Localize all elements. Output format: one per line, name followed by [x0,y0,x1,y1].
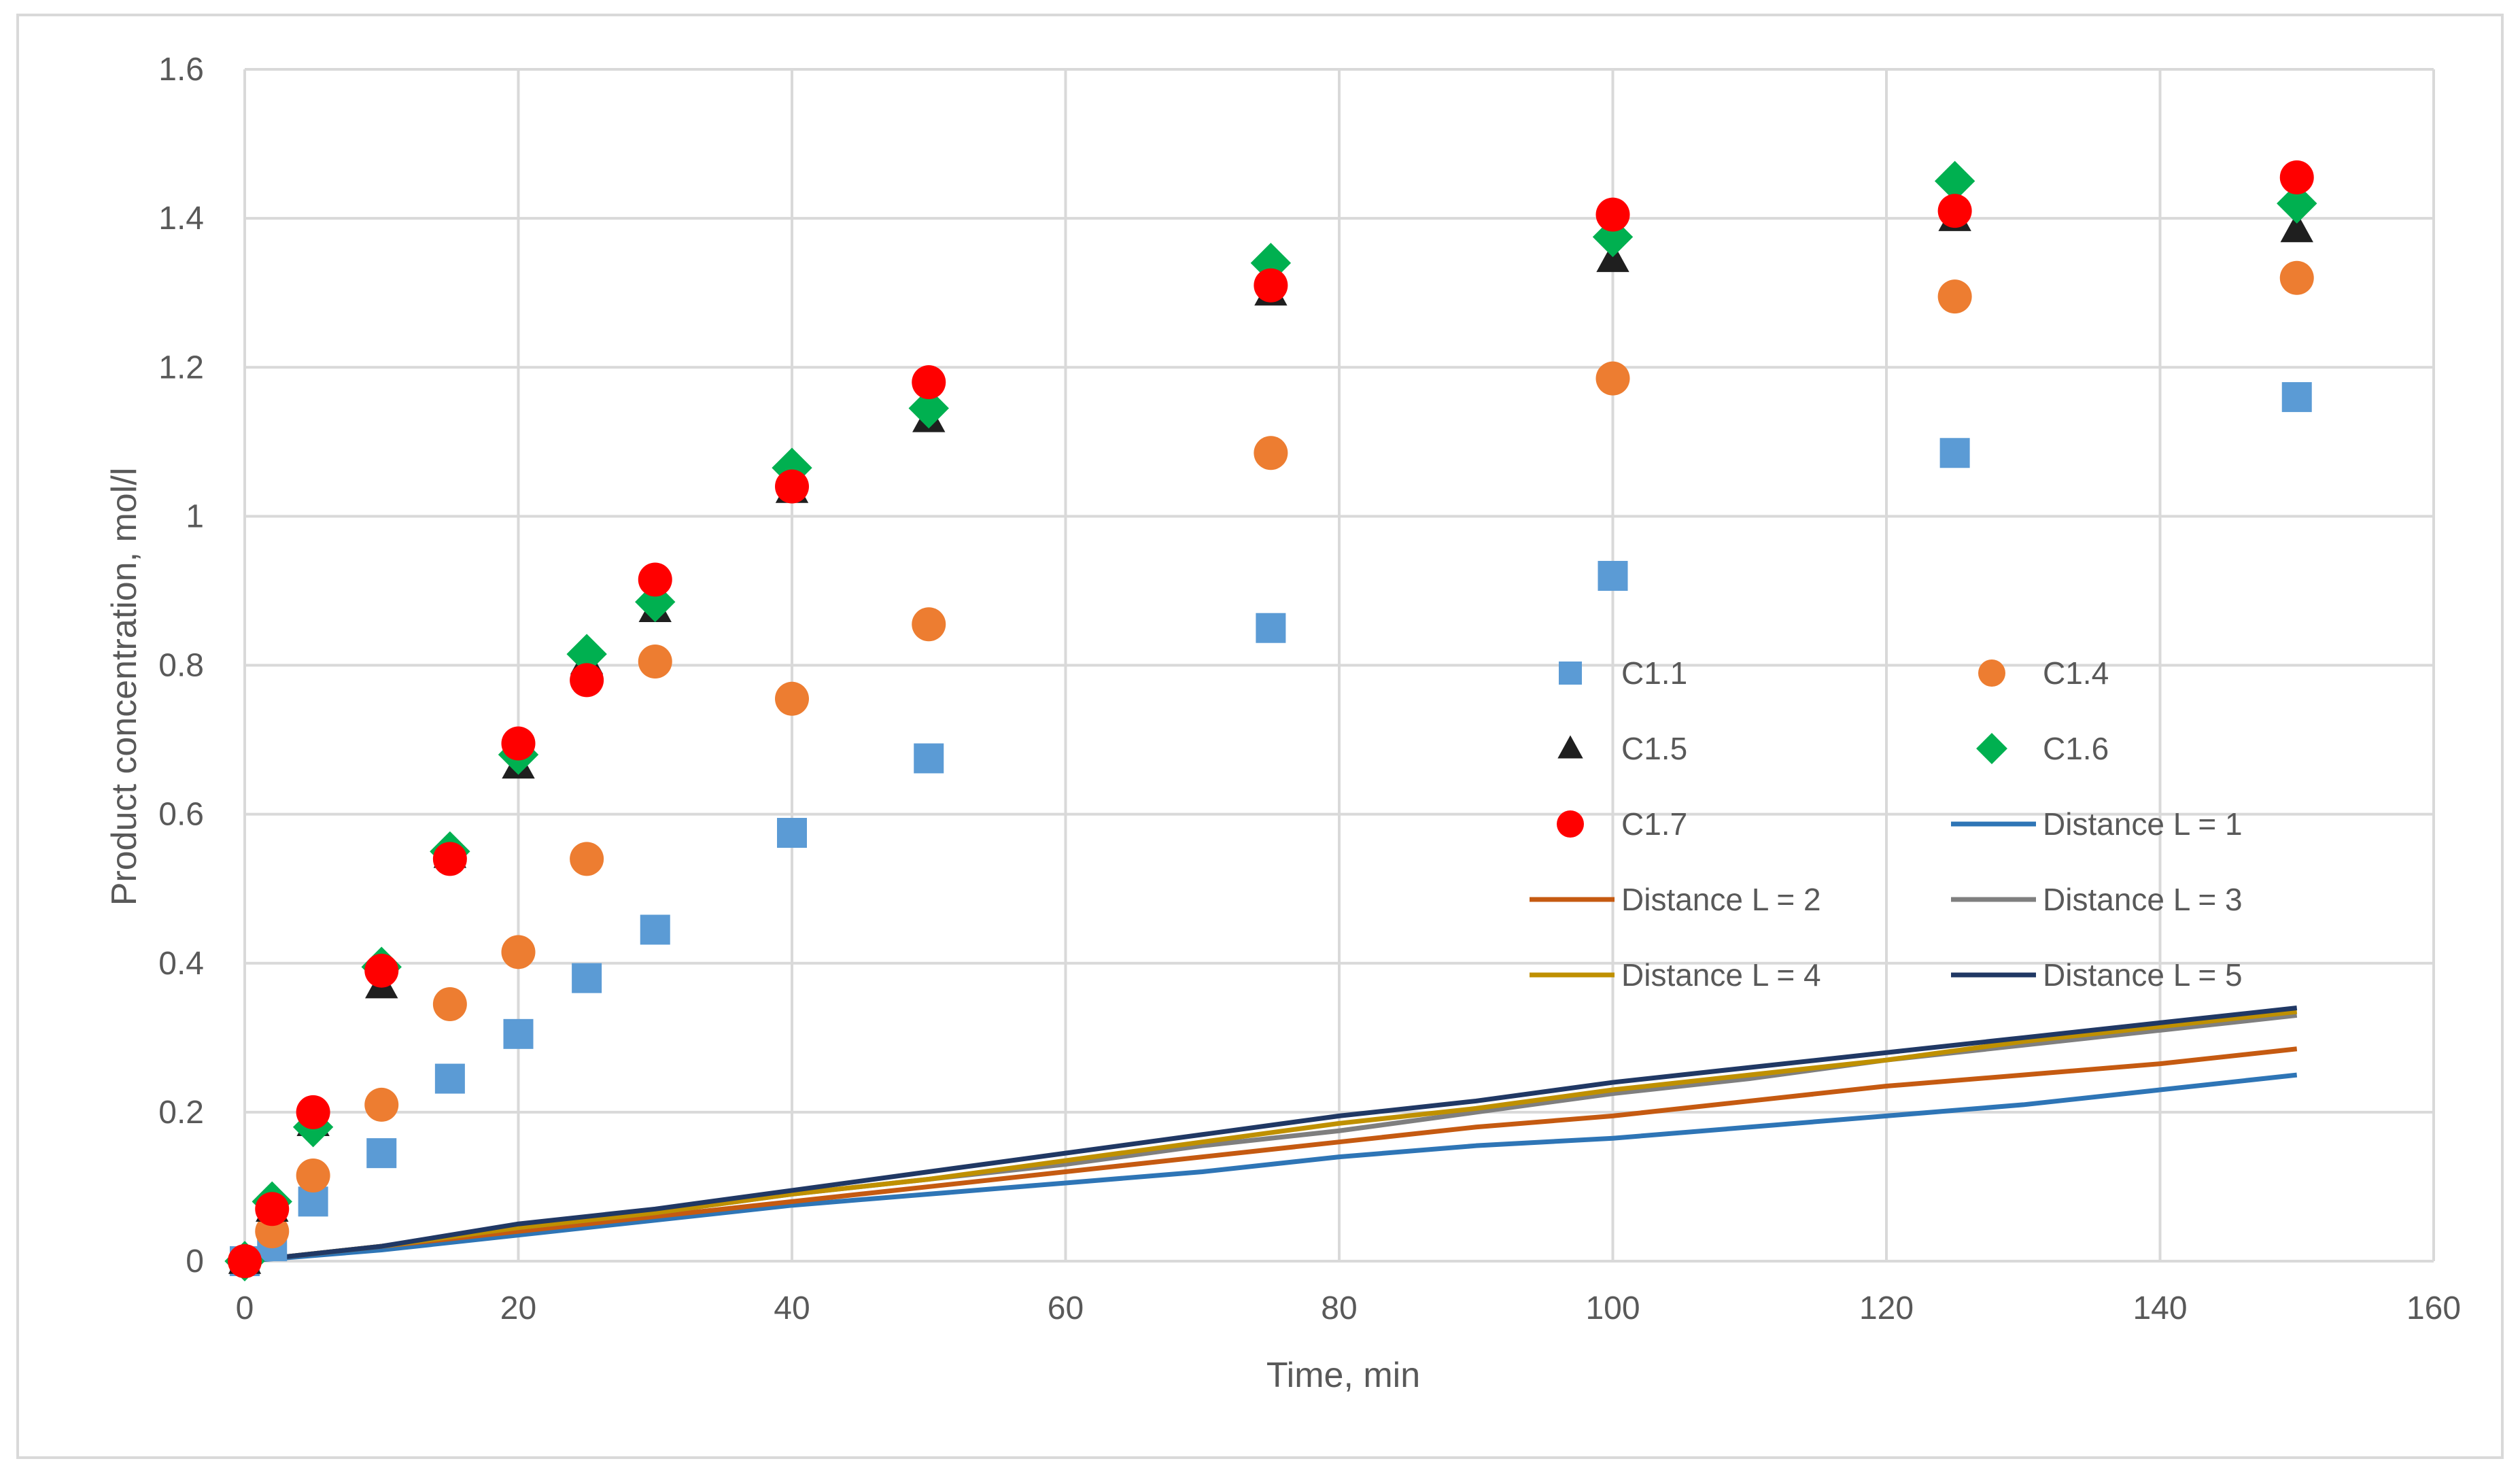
marker-c1-6 [772,447,812,488]
marker-c1-1 [366,1138,397,1169]
y-tick-label: 1 [186,498,204,534]
x-axis-title: Time, min [1266,1356,1420,1395]
legend-marker-c1-5 [1557,735,1583,759]
marker-c1-4 [296,1159,330,1193]
marker-c1-4 [912,607,946,642]
line-series-layer [244,1006,2298,1264]
x-tick-label: 0 [236,1290,254,1326]
marker-c1-7 [570,663,604,698]
marker-c1-1 [1939,438,1970,468]
marker-c1-7 [638,562,672,597]
legend: C1.1 C1.4 C1.5 C1.6 C1.7 Distance L = 1 Distan… [1530,655,2243,993]
marker-c1-1 [777,818,807,848]
marker-c1-6 [1934,160,1975,202]
marker-c1-7 [296,1095,330,1129]
marker-c1-7 [775,469,809,504]
marker-c1-7 [1595,197,1630,232]
legend-label-distance-l-1: Distance L = 1 [2043,806,2243,842]
x-tick-label: 60 [1048,1290,1084,1326]
scatter-series-layer [224,160,2317,1282]
marker-c1-7 [255,1192,290,1226]
marker-c1-7 [912,365,946,400]
marker-c1-4 [364,1087,399,1122]
x-tick-label: 20 [500,1290,536,1326]
legend-label-c1-7: C1.7 [1621,806,1687,842]
marker-c1-6 [566,634,607,674]
marker-c1-1 [503,1018,534,1049]
legend-label-distance-l-4: Distance L = 4 [1621,957,1821,993]
marker-c1-6 [1592,216,1634,258]
marker-c1-7 [1254,268,1288,303]
marker-c1-4 [1937,279,1972,314]
legend-marker-c1-7 [1557,810,1584,838]
marker-c1-7 [501,726,536,761]
x-tick-label: 120 [1859,1290,1914,1326]
legend-marker-c1-1 [1559,662,1582,685]
marker-c1-1 [914,743,944,774]
tick-labels: 0 0.2 0.4 0.6 0.8 1 1.2 1.4 1.6 0 20 40 60 80 100 120 14… [158,52,2461,1326]
marker-c1-1 [1598,561,1628,591]
x-tick-label: 160 [2406,1290,2461,1326]
marker-c1-4 [1254,436,1288,470]
line-series-l1 [244,1072,2298,1264]
y-tick-label: 1.2 [158,349,204,385]
marker-c1-6 [908,388,949,429]
legend-label-c1-6: C1.6 [2043,731,2109,766]
y-tick-label: 0.2 [158,1095,204,1131]
legend-label-c1-5: C1.5 [1621,731,1687,766]
chart-border [16,14,2504,1459]
marker-c1-1 [1256,613,1286,643]
x-tick-label: 140 [2133,1290,2187,1326]
y-tick-label: 0 [186,1243,204,1280]
marker-c1-4 [432,987,467,1022]
marker-c1-1 [572,963,602,993]
marker-c1-1 [2281,382,2312,413]
y-tick-label: 0.4 [158,946,204,982]
marker-c1-4 [570,842,604,876]
y-tick-label: 0.6 [158,797,204,833]
marker-c1-6 [2277,183,2317,224]
marker-c1-4 [2279,260,2314,295]
marker-c1-1 [640,914,670,945]
line-series-l4 [244,1009,2298,1264]
grid [243,68,2435,1263]
legend-label-distance-l-3: Distance L = 3 [2043,882,2243,917]
y-tick-label: 1.6 [158,52,204,88]
legend-marker-c1-6 [1976,733,2007,764]
marker-c1-7 [2279,160,2314,194]
marker-c1-7 [228,1244,262,1278]
marker-c1-4 [638,645,672,679]
y-tick-label: 1.4 [158,201,204,237]
marker-c1-7 [1937,194,1972,228]
marker-c1-4 [775,681,809,716]
marker-c1-1 [434,1063,465,1094]
marker-c1-4 [501,935,536,969]
marker-c1-4 [1595,361,1630,396]
legend-label-c1-4: C1.4 [2043,655,2109,691]
x-tick-label: 80 [1321,1290,1357,1326]
legend-marker-c1-4 [1978,659,2005,687]
line-series-l5 [244,1006,2298,1264]
x-tick-label: 40 [774,1290,810,1326]
legend-label-distance-l-2: Distance L = 2 [1621,882,1821,917]
y-tick-label: 0.8 [158,648,204,684]
line-series-l2 [244,1046,2298,1264]
y-axis-title: Product concentration, mol/l [105,468,144,906]
marker-c1-7 [432,842,467,876]
legend-label-distance-l-5: Distance L = 5 [2043,957,2243,993]
marker-c1-7 [364,953,399,988]
x-tick-label: 100 [1585,1290,1640,1326]
marker-c1-5 [2280,212,2313,243]
legend-label-c1-1: C1.1 [1621,655,1687,691]
